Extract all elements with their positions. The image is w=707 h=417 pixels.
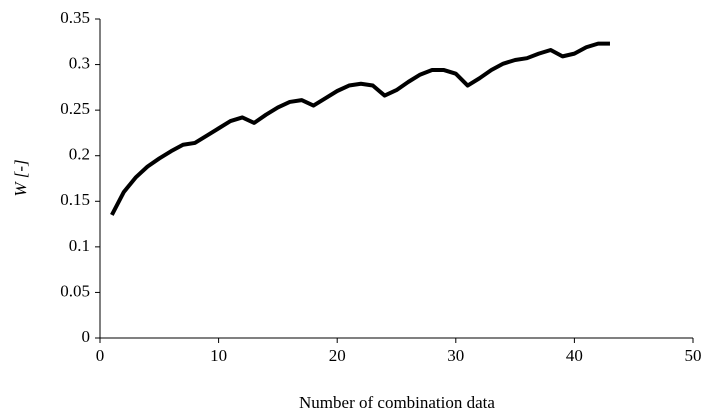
y-tick-label: 0.05	[60, 281, 90, 300]
x-tick-label: 0	[96, 346, 105, 365]
x-tick-label: 50	[685, 346, 702, 365]
y-tick-label: 0.2	[69, 145, 90, 164]
y-tick-label: 0.15	[60, 190, 90, 209]
x-tick-label: 10	[210, 346, 227, 365]
x-tick-label: 40	[566, 346, 583, 365]
x-tick-label: 30	[447, 346, 464, 365]
y-tick-label: 0.25	[60, 99, 90, 118]
y-tick-label: 0.3	[69, 53, 90, 72]
y-tick-label: 0	[82, 327, 91, 346]
y-axis-label: W [-]	[11, 159, 30, 196]
x-tick-label: 20	[329, 346, 346, 365]
x-axis-label: Number of combination data	[299, 393, 495, 412]
y-tick-label: 0.1	[69, 236, 90, 255]
data-line	[110, 41, 610, 216]
y-tick-label: 0.35	[60, 8, 90, 27]
